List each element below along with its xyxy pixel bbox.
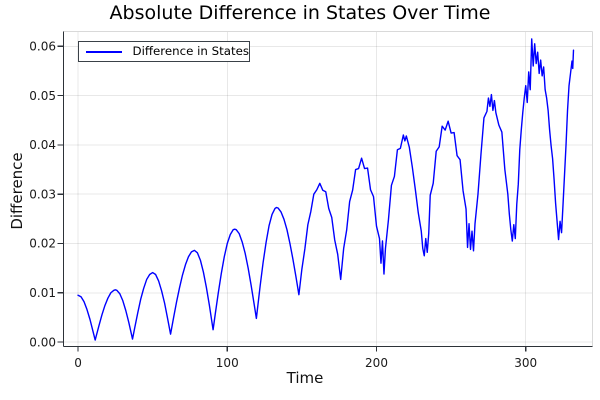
y-tick-label: 0.01 xyxy=(29,286,56,300)
series-line xyxy=(77,38,575,341)
y-tick-label: 0.05 xyxy=(29,89,56,103)
legend: Difference in States xyxy=(78,41,250,62)
x-axis-label: Time xyxy=(286,369,324,387)
x-tick-label: 0 xyxy=(74,356,82,370)
x-tick-label: 300 xyxy=(514,356,537,370)
y-tick-label: 0.06 xyxy=(29,39,56,53)
chart-title: Absolute Difference in States Over Time xyxy=(109,2,491,24)
x-tick-label: 100 xyxy=(216,356,239,370)
legend-label: Difference in States xyxy=(132,44,249,58)
y-tick-label: 0.00 xyxy=(29,335,56,349)
y-tick-label: 0.02 xyxy=(29,237,56,251)
x-tick-label: 200 xyxy=(365,356,388,370)
y-tick-label: 0.03 xyxy=(29,187,56,201)
legend-line-sample-icon xyxy=(86,50,122,53)
y-axis-label: Difference xyxy=(8,152,26,230)
y-tick-label: 0.04 xyxy=(29,138,56,152)
